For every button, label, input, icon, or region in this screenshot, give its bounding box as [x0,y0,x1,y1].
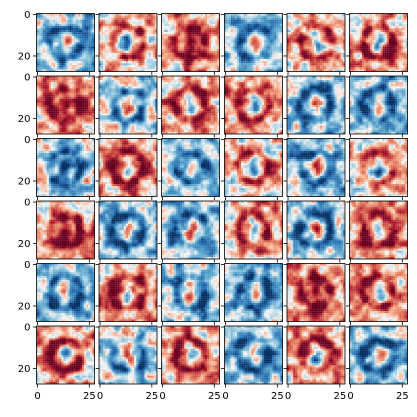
heatmap-image [287,76,345,134]
heatmap-image [162,264,220,322]
y-tick-label: 20 [18,114,31,125]
x-tick-label: 25 [396,391,409,402]
y-tick-label: 20 [18,239,31,250]
heatmap-image [225,76,283,134]
heatmap-image [162,76,220,134]
heatmap-panel-r2-c4 [284,139,346,201]
heatmap-image [37,264,95,322]
heatmap-panel-r4-c2 [158,264,220,326]
heatmap-panel-r0-c2 [158,14,220,76]
heatmap-panel-r0-c1 [96,14,158,76]
x-tick-label: 25 [83,391,96,402]
heatmap-panel-r4-c5 [346,264,408,326]
heatmap-panel-r3-c5 [346,201,408,263]
heatmap-image [99,76,157,134]
heatmap-image [99,14,157,72]
x-tick-label: 0 [222,391,228,402]
heatmap-panel-r3-c2 [158,201,220,263]
heatmap-image [287,139,345,197]
heatmap-image [99,139,157,197]
heatmap-panel-r4-c0: 0 20 [18,260,95,325]
heatmap-image [225,201,283,259]
y-tick-label: 20 [18,364,31,375]
heatmap-image [162,326,220,384]
heatmap-panel-r2-c0: 0 20 [18,135,95,200]
heatmap-panel-r5-c0: 0 20 0 25 [18,323,96,402]
heatmap-image [225,264,283,322]
heatmap-image [162,201,220,259]
heatmap-panel-r1-c1 [96,76,158,138]
y-tick-label: 0 [24,323,30,334]
heatmap-panel-r0-c5 [346,14,408,76]
heatmap-panel-r2-c3 [221,139,283,201]
heatmap-image [37,14,95,72]
heatmap-panel-r1-c5 [346,76,408,138]
heatmap-panel-r5-c5: 0 25 [346,326,409,402]
heatmap-panel-r2-c1 [96,139,158,201]
heatmap-image [350,76,408,134]
x-tick-label: 25 [333,391,346,402]
heatmap-panel-r1-c2 [158,76,220,138]
y-tick-label: 20 [18,301,31,312]
x-tick-label: 25 [145,391,158,402]
heatmap-image [225,139,283,197]
y-tick-label: 0 [24,73,30,84]
heatmap-image [99,201,157,259]
heatmap-image [225,14,283,72]
x-tick-label: 0 [285,391,291,402]
heatmap-panel-r1-c4 [284,76,346,138]
heatmap-panel-r5-c1: 0 25 [96,326,159,402]
heatmap-panel-r1-c0: 0 20 [18,73,95,138]
heatmap-image [99,326,157,384]
heatmap-panel-r3-c3 [221,201,283,263]
heatmap-image [37,139,95,197]
heatmap-image [350,326,408,384]
x-tick-label: 0 [347,391,353,402]
heatmap-image [350,14,408,72]
heatmap-panel-r4-c3 [221,264,283,326]
x-tick-label: 0 [159,391,165,402]
heatmap-panel-r3-c0: 0 20 [18,198,95,263]
heatmap-image [37,76,95,134]
heatmap-panel-r2-c2 [158,139,220,201]
heatmap-panel-r0-c0: 0 20 [18,10,95,75]
heatmap-image [287,326,345,384]
heatmap-panel-r5-c4: 0 25 [284,326,347,402]
y-tick-label: 0 [24,198,30,209]
heatmap-image [162,14,220,72]
y-tick-label: 0 [24,135,30,146]
heatmap-image [37,326,95,384]
heatmap-panel-r2-c5 [346,139,408,201]
x-tick-label: 25 [208,391,221,402]
heatmap-panel-r3-c1 [96,201,158,263]
heatmap-panel-r0-c4 [284,14,346,76]
heatmap-image [350,264,408,322]
heatmap-image [287,264,345,322]
heatmap-panel-r5-c2: 0 25 [158,326,221,402]
heatmap-panel-r4-c4 [284,264,346,326]
x-tick-label: 0 [34,391,40,402]
x-tick-label: 25 [271,391,284,402]
heatmap-panel-r1-c3 [221,76,283,138]
heatmap-image [225,326,283,384]
heatmap-panel-r5-c3: 0 25 [221,326,284,402]
heatmap-panel-r4-c1 [96,264,158,326]
heatmap-image [287,201,345,259]
y-tick-label: 0 [24,260,30,271]
heatmap-image [287,14,345,72]
heatmap-image [99,264,157,322]
heatmap-image [37,201,95,259]
heatmap-image [162,139,220,197]
y-tick-label: 20 [18,51,31,62]
y-tick-label: 0 [24,10,30,21]
heatmap-image [350,139,408,197]
y-tick-label: 20 [18,176,31,187]
heatmap-image [350,201,408,259]
heatmap-panel-r0-c3 [221,14,283,76]
heatmap-panel-r3-c4 [284,201,346,263]
x-tick-label: 0 [97,391,103,402]
